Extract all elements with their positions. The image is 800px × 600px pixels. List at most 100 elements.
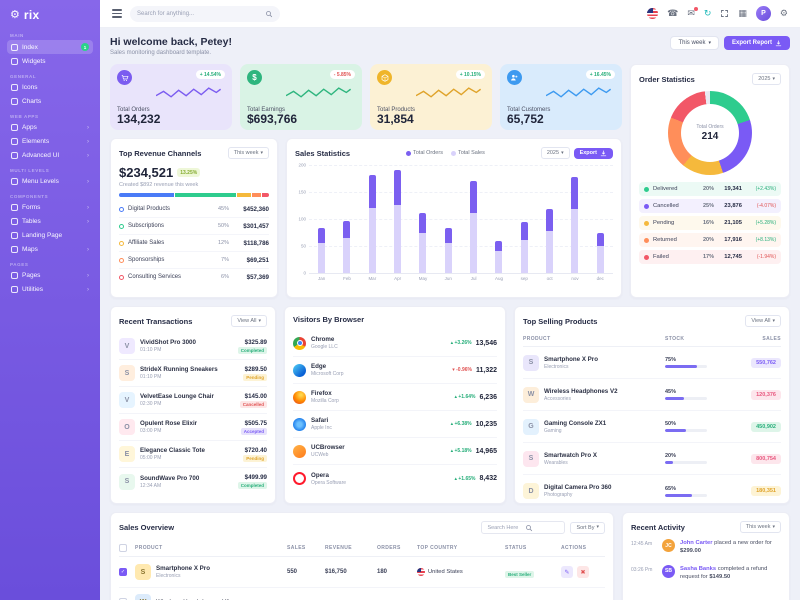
sidebar-item-utilities[interactable]: Utilities › <box>7 283 93 296</box>
product-row-smartphone-x-pro[interactable]: S Smartphone X Pro Electronics 75% 550,762 <box>523 347 781 379</box>
stock-progress-bar <box>665 397 707 400</box>
transaction-amount: $325.89 <box>244 338 267 346</box>
product-name: Gaming Console ZX1 <box>544 419 607 427</box>
bar-group-apr[interactable] <box>385 165 410 273</box>
browser-row-firefox[interactable]: Firefox Mozilla Corp ▴ +1.64% 6,236 <box>293 384 497 411</box>
browser-opera-icon <box>293 472 306 485</box>
edit-button[interactable]: ✎ <box>561 566 573 578</box>
bar-group-feb[interactable] <box>334 165 359 273</box>
browser-row-chrome[interactable]: Chrome Google LLC ▴ +3.26% 13,546 <box>293 330 497 357</box>
bar-group-jun[interactable] <box>436 165 461 273</box>
product-category: Electronics <box>544 363 569 370</box>
revenue-period-select[interactable]: This week ▾ <box>227 147 269 159</box>
bar-orders-segment <box>495 240 503 252</box>
export-report-button[interactable]: Export Report <box>723 36 790 50</box>
order-status-row-pending[interactable]: Pending 16% 21,105 (+5.28%) <box>639 216 781 230</box>
phone-icon[interactable]: ☎ <box>667 8 679 18</box>
sidebar-item-elements[interactable]: Elements › <box>7 135 93 148</box>
transaction-row[interactable]: O Opulent Rose Elixir 03:00 PM $505.75 Accep… <box>119 414 267 441</box>
sidebar-item-menu-levels[interactable]: Menu Levels › <box>7 175 93 188</box>
transaction-name: StrideX Running Sneakers <box>140 366 218 373</box>
transaction-row[interactable]: S SoundWave Pro 700 12:34 AM $499.99 Complet… <box>119 468 267 495</box>
bar-group-may[interactable] <box>410 165 435 273</box>
order-status-row-delivered[interactable]: Delivered 20% 19,341 (+2.43%) <box>639 182 781 196</box>
sidebar-item-pages[interactable]: Pages › <box>7 269 93 282</box>
product-row-wireless-headphones-v2[interactable]: W Wireless Headphones V2 Accessories 45% 120… <box>523 379 781 411</box>
activity-item[interactable]: 03:26 Pm SB Sasha Banks completed a refund… <box>631 564 781 582</box>
sales-row-smartphone-x-pro[interactable]: ✓ S Smartphone X Pro Electronics 550 $16,750 1… <box>119 557 605 588</box>
gridline <box>309 246 613 247</box>
row-checkbox[interactable] <box>119 598 127 600</box>
chat-icon[interactable]: ✉ <box>687 7 698 18</box>
brand-logo[interactable]: ⚙ rix <box>0 0 100 27</box>
revenue-channel-subscriptions[interactable]: Subscriptions 50% $301,457 <box>119 217 269 234</box>
activity-item[interactable]: 12:45 Am JC John Carter placed a new order… <box>631 539 781 556</box>
sidebar-item-landing-page[interactable]: Landing Page <box>7 229 93 242</box>
bar-group-jul[interactable] <box>461 165 486 273</box>
period-select[interactable]: This week ▾ <box>670 36 719 50</box>
row-checkbox[interactable]: ✓ <box>119 568 127 576</box>
bar-group-dec[interactable] <box>588 165 613 273</box>
product-row-gaming-console-zx1[interactable]: G Gaming Console ZX1 Gaming 50% 450,902 <box>523 411 781 443</box>
bar-group-oct[interactable] <box>537 165 562 273</box>
recent-activity-card: Recent Activity This week ▾ 12:45 Am JC Jo… <box>622 512 790 600</box>
product-row-smartwatch-pro-x[interactable]: S Smartwatch Pro X Wearables 20% 800,754 <box>523 443 781 475</box>
sort-by-select[interactable]: Sort By ▾ <box>570 521 605 534</box>
sales-overview-search-input[interactable]: Search Here <box>481 521 566 534</box>
bar-group-mar[interactable] <box>360 165 385 273</box>
search-input[interactable]: Search for anything... <box>130 5 280 22</box>
product-thumbnail: S <box>135 564 151 580</box>
browser-row-opera[interactable]: Opera Opera Software ▴ +1.65% 8,432 <box>293 465 497 492</box>
card-header: Sales Statistics Total Orders Total Sales… <box>295 147 613 159</box>
apps-grid-icon[interactable]: ▦ <box>738 8 747 18</box>
sidebar-item-apps[interactable]: Apps › <box>7 121 93 134</box>
select-all-checkbox[interactable] <box>119 544 127 552</box>
transactions-view-all-button[interactable]: View All ▾ <box>231 315 267 327</box>
sidebar-item-forms[interactable]: Forms › <box>7 201 93 214</box>
bar-sales-segment <box>470 212 478 273</box>
order-status-row-returned[interactable]: Returned 20% 17,916 (+8.13%) <box>639 233 781 247</box>
revenue-channel-consulting-services[interactable]: Consulting Services 6% $57,369 <box>119 268 269 285</box>
top-products-view-all-button[interactable]: View All ▾ <box>745 315 781 327</box>
product-thumbnail: G <box>523 418 539 435</box>
settings-icon[interactable]: ⚙ <box>779 8 788 18</box>
delete-button[interactable]: ✖ <box>577 566 589 578</box>
browser-row-safari[interactable]: Safari Apple Inc ▴ +6.38% 10,235 <box>293 411 497 438</box>
transaction-row[interactable]: E Elegance Classic Tote 05:00 PM $720.40 Pen… <box>119 441 267 468</box>
transaction-row[interactable]: S StrideX Running Sneakers 01:10 PM $289.50… <box>119 360 267 387</box>
bar-group-jan[interactable] <box>309 165 334 273</box>
bar-group-nov[interactable] <box>562 165 587 273</box>
menu-toggle-icon[interactable] <box>112 9 122 18</box>
transaction-row[interactable]: V VelvetEase Lounge Chair 02:30 PM $145.00 C… <box>119 387 267 414</box>
sales-row-wireless-headphones-v2[interactable]: W Wireless Headphones V2 <box>119 588 605 600</box>
transaction-row[interactable]: V VividShot Pro 3000 01:10 PM $325.89 Comple… <box>119 333 267 360</box>
refresh-icon[interactable]: ↻ <box>703 8 712 18</box>
revenue-channel-sponsorships[interactable]: Sponsorships 7% $69,251 <box>119 251 269 268</box>
activity-period-select[interactable]: This week ▾ <box>739 521 781 533</box>
sidebar-item-advanced-ui[interactable]: Advanced UI › <box>7 149 93 162</box>
sidebar-item-index[interactable]: Index 1 <box>7 40 93 54</box>
order-statistics-period-select[interactable]: 2025 ▾ <box>752 73 781 85</box>
order-status-row-failed[interactable]: Failed 17% 12,745 (-1.94%) <box>639 250 781 264</box>
product-sales-badge: 550,762 <box>751 357 781 368</box>
sidebar-item-tables[interactable]: Tables › <box>7 215 93 228</box>
user-avatar[interactable]: P <box>755 6 771 21</box>
revenue-channel-affiliate-sales[interactable]: Affiliate Sales 12% $118,786 <box>119 234 269 251</box>
bar-group-aug[interactable] <box>486 165 511 273</box>
sidebar-item-maps[interactable]: Maps › <box>7 243 93 256</box>
sidebar-item-icons[interactable]: Icons <box>7 81 93 94</box>
sidebar-item-charts[interactable]: Charts <box>7 95 93 108</box>
revenue-channel-digital-products[interactable]: Digital Products 45% $452,360 <box>119 201 269 217</box>
y-tick-label: 200 <box>298 162 306 168</box>
order-status-row-cancelled[interactable]: Cancelled 25% 23,876 (-4.07%) <box>639 199 781 213</box>
sidebar-item-widgets[interactable]: Widgets <box>7 55 93 68</box>
fullscreen-icon[interactable] <box>720 9 729 18</box>
us-flag-icon[interactable] <box>647 8 659 19</box>
sales-statistics-export-button[interactable]: Export <box>573 147 613 159</box>
sales-statistics-period-select[interactable]: 2025 ▾ <box>540 147 570 159</box>
browser-row-ucbrowser[interactable]: UCBrowser UCWeb ▴ +5.18% 14,965 <box>293 438 497 465</box>
product-row-digital-camera-pro-360[interactable]: D Digital Camera Pro 360 Photography 65% 180… <box>523 475 781 503</box>
bar-group-sep[interactable] <box>512 165 537 273</box>
browser-row-edge[interactable]: Edge Microsoft Corp ▾ -0.96% 11,322 <box>293 357 497 384</box>
sidebar-item-label: Charts <box>22 98 42 105</box>
